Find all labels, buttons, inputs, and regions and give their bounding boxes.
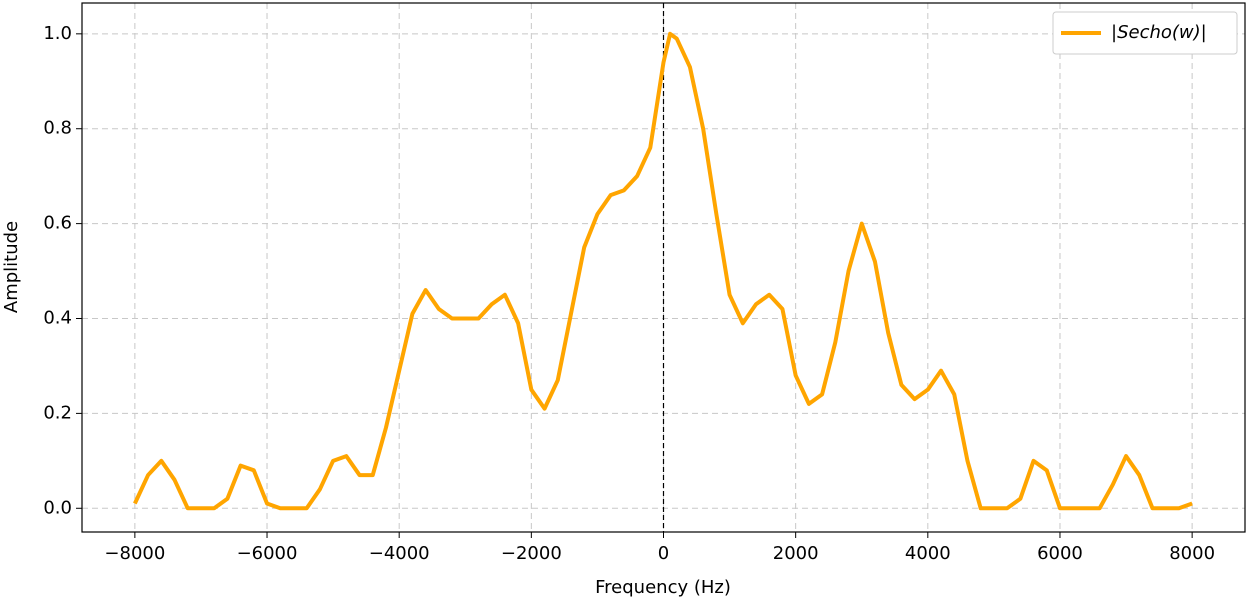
plot-frame	[81, 2, 1246, 533]
x-tick-label: −6000	[237, 543, 298, 564]
legend-box	[1052, 11, 1238, 55]
x-tick-label: 4000	[905, 543, 951, 564]
y-axis-label: Amplitude	[1, 221, 22, 313]
x-axis-label: Frequency (Hz)	[595, 577, 731, 598]
y-tick-label: 1.0	[43, 23, 72, 44]
y-tick-label: 0.8	[43, 118, 72, 139]
x-tick-label: 0	[658, 543, 669, 564]
y-tick-label: 0.2	[43, 402, 72, 423]
y-tick-label: 0.0	[43, 497, 72, 518]
line-series	[133, 31, 1193, 511]
x-tick-label: 6000	[1037, 543, 1083, 564]
x-tick-label: −4000	[369, 543, 430, 564]
y-tick-label: 0.4	[43, 308, 72, 329]
x-tick-label: 8000	[1169, 543, 1215, 564]
legend-label: |Secho(w)|	[1111, 22, 1207, 43]
y-tick-label: 0.6	[43, 213, 72, 234]
x-tick-label: −8000	[104, 543, 165, 564]
x-tick-label: −2000	[501, 543, 562, 564]
x-tick-label: 2000	[773, 543, 819, 564]
